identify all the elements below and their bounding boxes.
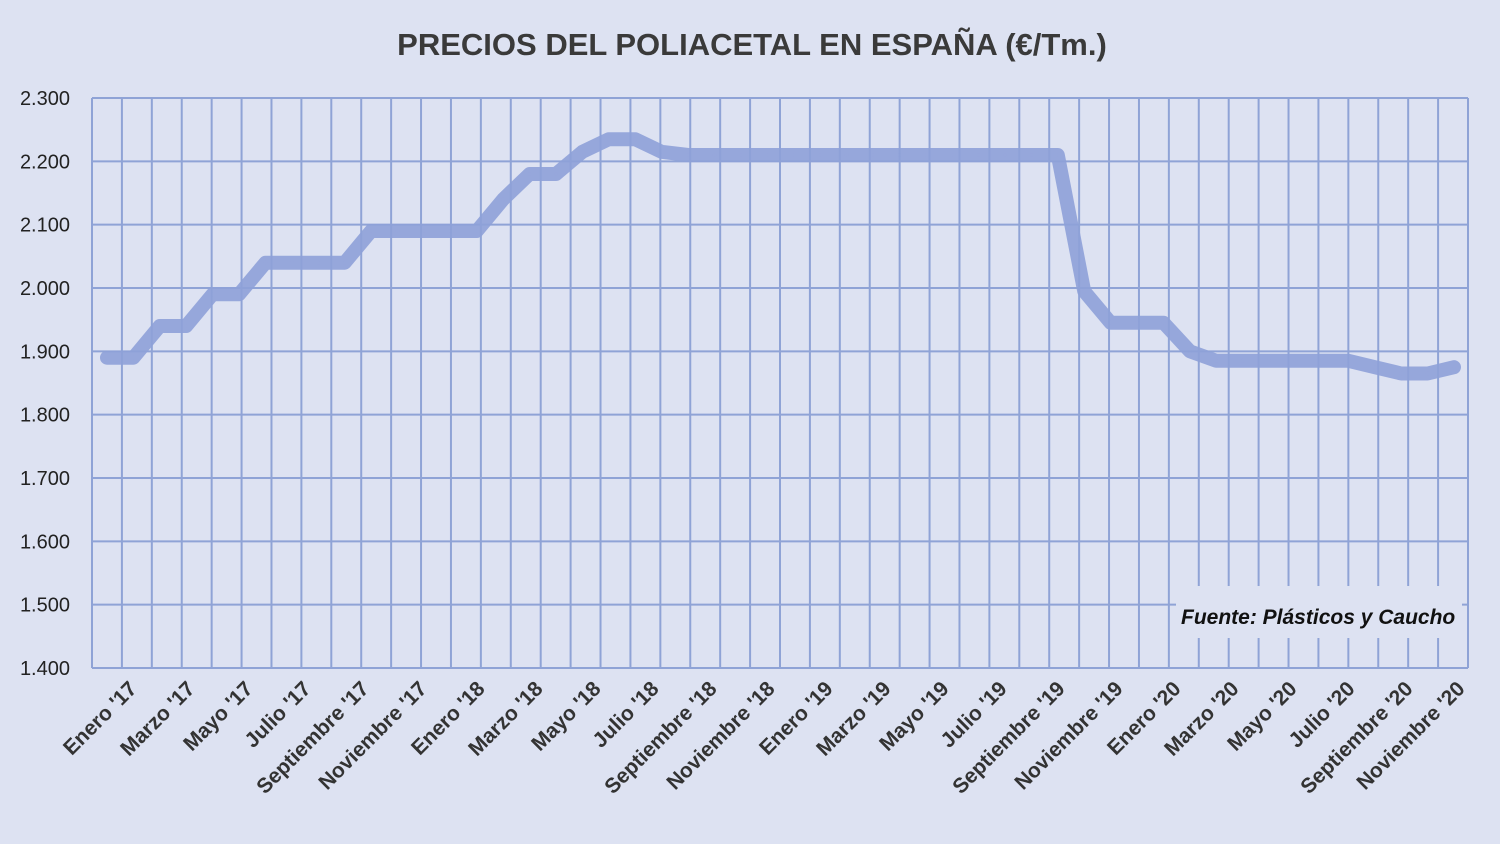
- data-point: [290, 261, 294, 265]
- data-point: [554, 172, 558, 176]
- y-tick-label: 1.700: [20, 468, 70, 490]
- data-point: [1162, 321, 1166, 325]
- data-point: [528, 172, 532, 176]
- y-tick-label: 2.300: [20, 88, 70, 110]
- data-point: [1452, 365, 1456, 369]
- data-point: [713, 153, 717, 157]
- data-point: [1188, 349, 1192, 353]
- data-point: [660, 150, 664, 154]
- data-point: [765, 153, 769, 157]
- source-label-background: [1176, 586, 1462, 638]
- y-axis: 2.300 2.200 2.100 2.000 1.900 1.800 1.700 1.600…: [20, 88, 70, 680]
- data-point: [475, 229, 479, 233]
- data-point: [1003, 153, 1007, 157]
- data-point: [1294, 359, 1298, 363]
- plot-grid: [91, 97, 1469, 669]
- chart-title: PRECIOS DEL POLIACETAL EN ESPAÑA (€/Tm.): [397, 27, 1107, 62]
- data-point: [845, 153, 849, 157]
- data-point: [924, 153, 928, 157]
- data-point: [264, 261, 268, 265]
- data-point: [1082, 289, 1086, 293]
- y-tick-label: 1.900: [20, 341, 70, 363]
- data-point: [897, 153, 901, 157]
- data-point: [977, 153, 981, 157]
- y-tick-label: 1.500: [20, 595, 70, 617]
- data-point: [184, 324, 188, 328]
- data-point: [607, 137, 611, 141]
- data-point: [448, 229, 452, 233]
- data-point: [1056, 153, 1060, 157]
- data-point: [818, 153, 822, 157]
- data-point: [158, 324, 162, 328]
- data-point: [501, 197, 505, 201]
- data-point: [1426, 372, 1430, 376]
- data-point: [1241, 359, 1245, 363]
- data-point: [739, 153, 743, 157]
- data-point: [580, 150, 584, 154]
- data-point: [369, 229, 373, 233]
- data-point: [105, 356, 109, 360]
- data-point: [633, 137, 637, 141]
- source-label: Fuente: Plásticos y Caucho: [1181, 606, 1455, 629]
- data-point: [1267, 359, 1271, 363]
- data-point: [211, 292, 215, 296]
- data-point: [1109, 321, 1113, 325]
- y-tick-label: 2.100: [20, 215, 70, 237]
- data-point: [686, 153, 690, 157]
- y-tick-label: 2.200: [20, 151, 70, 173]
- series-line: [100, 132, 1461, 381]
- data-point: [1029, 153, 1033, 157]
- data-point: [316, 261, 320, 265]
- data-point: [131, 356, 135, 360]
- data-point: [1320, 359, 1324, 363]
- y-tick-label: 2.000: [20, 278, 70, 300]
- data-point: [1214, 359, 1218, 363]
- data-point: [343, 261, 347, 265]
- y-tick-label: 1.800: [20, 405, 70, 427]
- data-point: [1346, 359, 1350, 363]
- data-point: [950, 153, 954, 157]
- data-point: [422, 229, 426, 233]
- data-point: [237, 292, 241, 296]
- series-layer: [100, 132, 1461, 381]
- data-point: [1373, 365, 1377, 369]
- data-point: [396, 229, 400, 233]
- data-point: [871, 153, 875, 157]
- y-tick-label: 1.600: [20, 531, 70, 553]
- y-tick-label: 1.400: [20, 658, 70, 680]
- data-point: [1135, 321, 1139, 325]
- data-point: [1399, 372, 1403, 376]
- data-point: [792, 153, 796, 157]
